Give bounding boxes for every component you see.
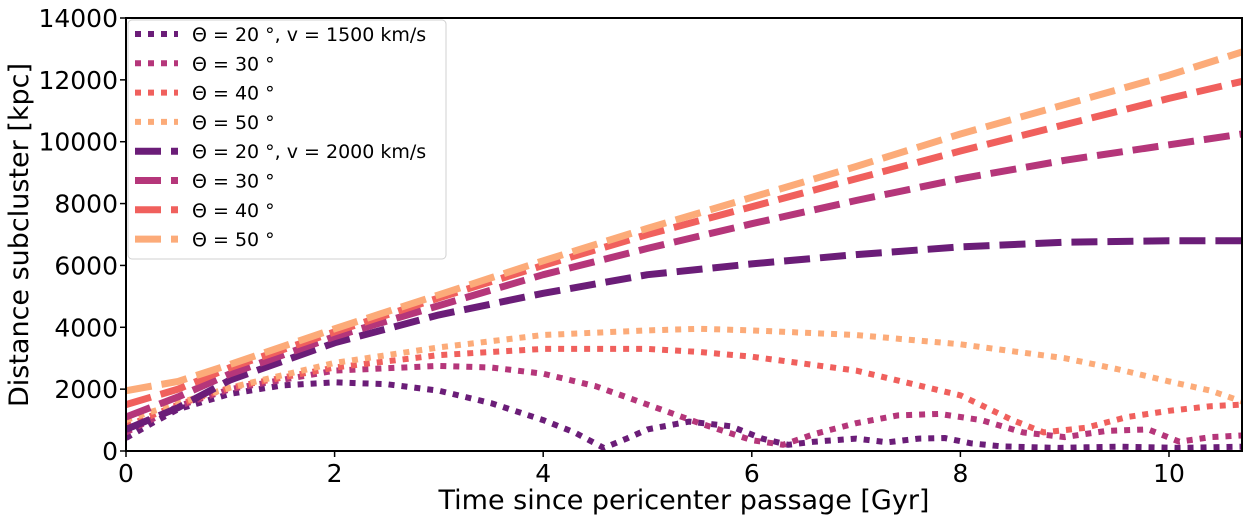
x-axis-label: Time since pericenter passage [Gyr] <box>438 485 930 516</box>
x-tick-label: 10 <box>1153 459 1185 488</box>
x-tick-label: 4 <box>535 459 551 488</box>
series-line-5-dashed <box>126 237 1242 433</box>
y-tick-label: 12000 <box>38 66 118 95</box>
legend-label-5: Θ = 20 °, v = 2000 km/s <box>192 141 426 163</box>
legend-label-7: Θ = 40 ° <box>192 200 275 222</box>
y-tick-label: 8000 <box>54 190 118 219</box>
x-tick-label: 6 <box>744 459 760 488</box>
series-line-4-dotted <box>126 325 1242 423</box>
series-line-1-dotted <box>126 379 1242 451</box>
series-group <box>126 48 1242 451</box>
series-line-6-dashed <box>126 130 1242 421</box>
y-tick-label: 4000 <box>54 313 118 342</box>
x-tick-label: 2 <box>327 459 343 488</box>
legend-label-4: Θ = 50 ° <box>192 112 275 134</box>
legend-label-3: Θ = 40 ° <box>192 83 275 105</box>
ticks-group: 0 2 4 6 8 10 0 2000 4000 6000 8000 10000 12000 14000 <box>38 4 1184 488</box>
plot-frame <box>125 17 1243 452</box>
x-tick-label: 0 <box>118 459 134 488</box>
y-axis-label: Distance subcluster [kpc] <box>4 63 35 407</box>
y-tick-label: 10000 <box>38 128 118 157</box>
legend-label-8: Θ = 50 ° <box>192 229 275 251</box>
series-line-2-dotted <box>126 362 1242 448</box>
x-tick-label: 8 <box>952 459 968 488</box>
y-tick-label: 14000 <box>38 4 118 33</box>
series-line-3-dotted <box>126 345 1242 436</box>
series-line-8-dashed <box>126 48 1242 395</box>
y-tick-label: 0 <box>102 437 118 466</box>
y-tick-label: 6000 <box>54 251 118 280</box>
legend-label-2: Θ = 30 ° <box>192 53 275 75</box>
legend: Θ = 20 °, v = 1500 km/s Θ = 30 ° Θ = 40 ° Θ… <box>127 19 447 260</box>
legend-box <box>127 19 447 260</box>
legend-entries: Θ = 20 °, v = 1500 km/s Θ = 30 ° Θ = 40 ° Θ… <box>135 24 426 251</box>
series-line-7-dashed <box>126 77 1242 408</box>
legend-label-6: Θ = 30 ° <box>192 171 275 193</box>
y-tick-label: 2000 <box>54 375 118 404</box>
legend-label-1: Θ = 20 °, v = 1500 km/s <box>192 24 426 46</box>
